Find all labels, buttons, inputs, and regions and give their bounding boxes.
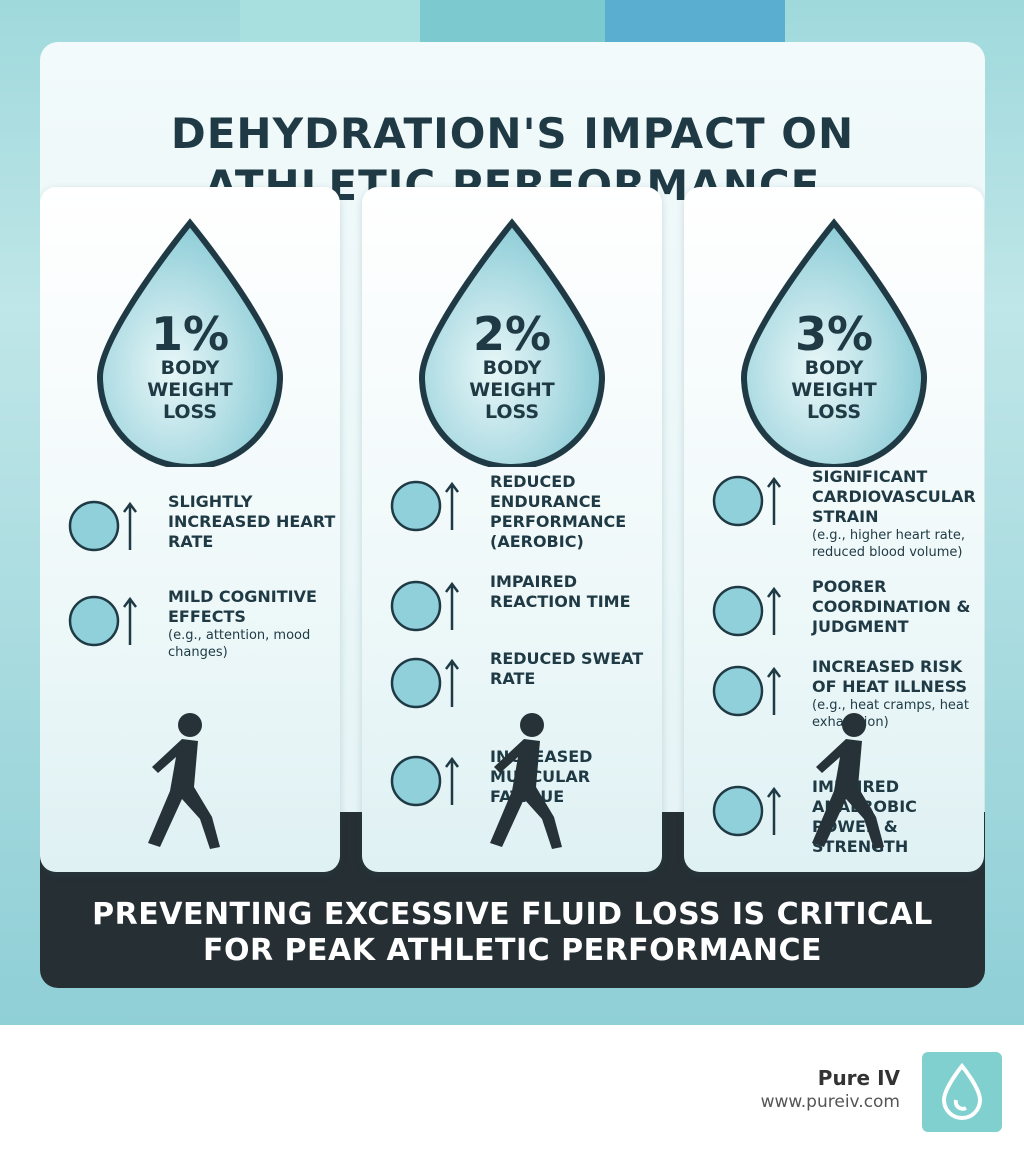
effect-icon xyxy=(712,785,781,837)
footer-message: PREVENTING EXCESSIVE FLUID LOSS IS CRITI… xyxy=(40,897,985,969)
brand-name: Pure IV xyxy=(817,1066,900,1090)
effect-title: SLIGHTLY INCREASED HEART RATE xyxy=(168,492,336,551)
effect-note: (e.g., higher heart rate, reduced blood … xyxy=(812,528,965,560)
effect-icon xyxy=(390,580,459,632)
effect-text: SIGNIFICANT CARDIOVASCULAR STRAIN (e.g., … xyxy=(812,467,982,561)
icon-shape xyxy=(712,785,764,837)
effect-icon xyxy=(390,657,459,709)
drop-shape xyxy=(740,218,928,467)
drop-label: BODY WEIGHT LOSS xyxy=(791,357,877,423)
icon-shape xyxy=(68,500,120,552)
effect-icon xyxy=(68,595,137,647)
head xyxy=(842,713,866,737)
body xyxy=(812,739,884,849)
footer-line: FOR PEAK ATHLETIC PERFORMANCE xyxy=(203,933,822,968)
effect-icon xyxy=(712,665,781,717)
effect-title: MILD COGNITIVE EFFECTS xyxy=(168,587,317,626)
color-strip xyxy=(420,0,605,42)
footer-line: PREVENTING EXCESSIVE FLUID LOSS IS CRITI… xyxy=(92,897,933,932)
water-drop xyxy=(96,218,284,467)
effect-text: REDUCED ENDURANCE PERFORMANCE (AEROBIC) xyxy=(490,472,660,552)
drop-percent: 2% xyxy=(472,307,552,361)
effect-icon xyxy=(390,755,459,807)
effect-title: REDUCED SWEAT RATE xyxy=(490,649,644,688)
icon-shape xyxy=(390,480,442,532)
icon-arrow xyxy=(767,586,781,635)
infographic-card: DEHYDRATION'S IMPACT ON ATHLETIC PERFORM… xyxy=(40,42,985,988)
runner-silhouette xyxy=(148,713,220,849)
title: DEHYDRATION'S IMPACT ON ATHLETIC PERFORM… xyxy=(40,108,985,212)
icon-shape xyxy=(390,657,442,709)
icon-arrow xyxy=(445,481,459,530)
icon-shape xyxy=(68,595,120,647)
drop-shape xyxy=(96,218,284,467)
icon-arrow xyxy=(445,756,459,805)
column: 1% BODY WEIGHT LOSS SLIGHTLY INCREASED HEA… xyxy=(40,187,340,872)
icon-arrow xyxy=(767,666,781,715)
effect-title: REDUCED ENDURANCE PERFORMANCE (AEROBIC) xyxy=(490,472,627,551)
effect-icon xyxy=(712,475,781,527)
effect-title: IMPAIRED REACTION TIME xyxy=(490,572,631,611)
effect-text: IMPAIRED REACTION TIME xyxy=(490,572,660,612)
drop-percent: 1% xyxy=(150,307,230,361)
effect-title: INCREASED RISK OF HEAT ILLNESS xyxy=(812,657,968,696)
drop-label: BODY WEIGHT LOSS xyxy=(469,357,555,423)
column: 2% BODY WEIGHT LOSS REDUCED ENDURANCE PERF… xyxy=(362,187,662,872)
runner-silhouette xyxy=(812,713,884,849)
effect-text: MILD COGNITIVE EFFECTS (e.g., attention, … xyxy=(168,587,338,661)
effect-text: POORER COORDINATION & JUDGMENT xyxy=(812,577,982,637)
icon-arrow xyxy=(767,476,781,525)
water-drop xyxy=(418,218,606,467)
effect-title: SIGNIFICANT CARDIOVASCULAR STRAIN xyxy=(812,467,976,526)
icon-arrow xyxy=(445,658,459,707)
effect-title: POORER COORDINATION & JUDGMENT xyxy=(812,577,971,636)
body xyxy=(148,739,220,849)
color-strip xyxy=(240,0,420,42)
icon-shape xyxy=(712,585,764,637)
icon-shape xyxy=(390,580,442,632)
head xyxy=(520,713,544,737)
water-drop xyxy=(740,218,928,467)
brand-url: www.pureiv.com xyxy=(760,1092,900,1112)
drop-shape xyxy=(418,218,606,467)
icon-shape xyxy=(712,475,764,527)
effect-icon xyxy=(390,480,459,532)
body xyxy=(490,739,562,849)
drop-label: BODY WEIGHT LOSS xyxy=(147,357,233,423)
drop-percent: 3% xyxy=(794,307,874,361)
effect-icon xyxy=(68,500,137,552)
color-strip xyxy=(605,0,785,42)
icon-arrow xyxy=(767,786,781,835)
column: 3% BODY WEIGHT LOSS SIGNIFICANT CARDIOVASC… xyxy=(684,187,984,872)
icon-shape xyxy=(390,755,442,807)
runner-silhouette xyxy=(490,713,562,849)
effect-icon xyxy=(712,585,781,637)
effect-text: REDUCED SWEAT RATE xyxy=(490,649,660,689)
effect-note: (e.g., attention, mood changes) xyxy=(168,628,311,660)
icon-shape xyxy=(712,665,764,717)
icon-arrow xyxy=(445,581,459,630)
brand-logo xyxy=(922,1052,1002,1132)
head xyxy=(178,713,202,737)
effect-text: SLIGHTLY INCREASED HEART RATE xyxy=(168,492,338,552)
icon-arrow xyxy=(123,596,137,645)
title-line: DEHYDRATION'S IMPACT ON xyxy=(170,109,855,158)
icon-arrow xyxy=(123,501,137,550)
